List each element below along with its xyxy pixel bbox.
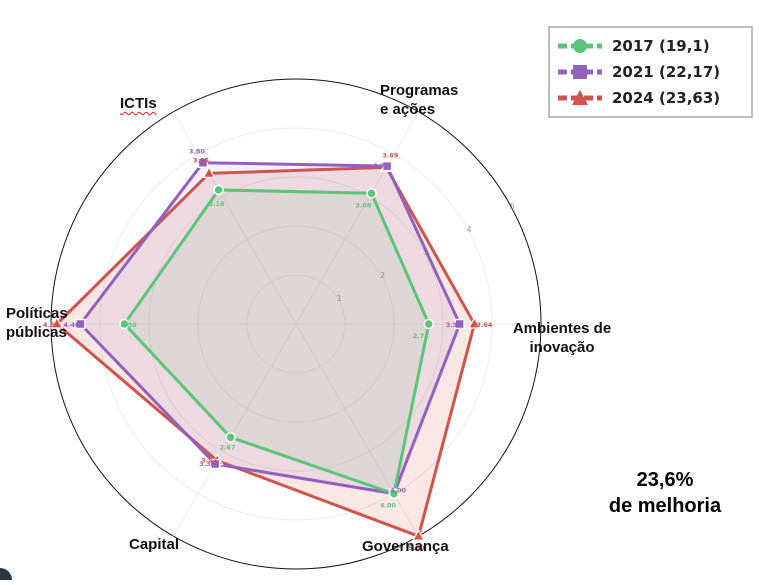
data-value-label: 3.34 — [446, 321, 463, 329]
data-value-label: 3.30 — [199, 460, 216, 468]
legend-label: 2021 (22,17) — [612, 63, 721, 81]
data-value-label: 3.80 — [189, 148, 206, 156]
data-value-label: 4.88 — [43, 321, 60, 329]
axis-label-politicas-publicas: Políticas públicas — [6, 304, 68, 342]
axis-label-governanca: Governança — [362, 537, 449, 556]
axis-label-line: Capital — [129, 536, 180, 553]
data-value-label: 3.16 — [209, 200, 226, 208]
data-point-square — [381, 160, 393, 172]
data-point-circle — [366, 188, 377, 199]
data-point-circle — [423, 318, 435, 330]
legend-item-2024: 2024 (23,63) — [556, 88, 720, 108]
data-point-square — [209, 458, 221, 470]
improvement-annotation: 23,6% de melhoria — [592, 467, 738, 519]
radar-value-labels: 3.08 2.71 4.00 2.67 3.50 3.16 3.72 3.34 4.00 3.30… — [43, 148, 493, 552]
radial-tick-label: 4 — [467, 225, 472, 234]
chart-legend: 2017 (19,1) 2021 (22,17) 2024 (23,63) — [548, 26, 753, 118]
spoke-line — [295, 323, 419, 537]
axis-label-capital: Capital — [129, 535, 179, 554]
axis-label-line: públicas — [6, 324, 67, 341]
data-value-label: 3.22 — [201, 457, 217, 465]
axis-label-line: inovação — [529, 339, 595, 356]
data-value-label: 3.50 — [120, 321, 137, 329]
spoke-line — [173, 323, 297, 537]
legend-item-2021: 2021 (22,17) — [556, 62, 720, 82]
data-value-label: 3.69 — [382, 151, 399, 159]
improvement-percent: 23,6% — [636, 469, 694, 491]
data-value-label: 3.64 — [476, 321, 493, 329]
axis-label-line: e ações — [380, 101, 436, 118]
data-point-circle — [225, 432, 236, 443]
data-point-circle — [119, 318, 130, 330]
data-value-label: 5.00 — [408, 544, 425, 552]
axis-label-line: Programas — [380, 82, 459, 99]
legend-label: 2024 (23,63) — [612, 89, 721, 107]
data-value-label: 3.72 — [373, 162, 389, 170]
legend-marker-circle-icon — [558, 39, 602, 53]
data-value-label: 4.00 — [380, 502, 397, 510]
data-point-square — [454, 318, 465, 330]
improvement-caption: de melhoria — [608, 495, 722, 517]
data-point-square — [197, 157, 209, 168]
data-value-label: 4.40 — [63, 321, 80, 329]
axis-label-programas-e-acoes: Programas e ações — [380, 81, 458, 119]
radar-markers — [50, 157, 481, 541]
data-value-label: 3.55 — [193, 156, 210, 164]
legend-label: 2017 (19,1) — [612, 37, 710, 55]
axis-label-line: Ambientes de — [512, 320, 612, 337]
legend-marker-square-icon — [558, 65, 602, 79]
data-value-label: 4.00 — [390, 487, 407, 495]
data-point-triangle — [50, 316, 64, 329]
axis-label-line: Políticas — [6, 305, 68, 322]
radial-tick-label: 5 — [510, 202, 515, 211]
radar-series — [55, 161, 476, 538]
radial-tick-label: 2 — [380, 271, 385, 280]
data-value-label: 2.67 — [220, 443, 236, 451]
spoke-line — [295, 111, 419, 325]
data-point-square — [75, 318, 86, 330]
axis-label-line: Governança — [362, 538, 449, 555]
data-point-triangle — [202, 166, 216, 178]
axis-label-line: ICTIs — [120, 95, 157, 112]
radial-tick-label: 1 — [337, 294, 342, 303]
data-point-triangle — [467, 316, 481, 329]
data-value-label: 2.71 — [413, 332, 430, 340]
axis-label-ictis: ICTIs — [120, 94, 157, 113]
data-point-circle — [388, 488, 400, 499]
axis-label-ambientes-de-inovacao: Ambientes de inovação — [502, 319, 622, 357]
legend-marker-triangle-icon — [558, 90, 602, 105]
spoke-line — [173, 111, 297, 325]
data-point-triangle — [411, 528, 426, 541]
legend-item-2017: 2017 (19,1) — [556, 36, 710, 56]
data-value-label: 3.08 — [355, 201, 372, 209]
data-point-circle — [213, 184, 224, 196]
